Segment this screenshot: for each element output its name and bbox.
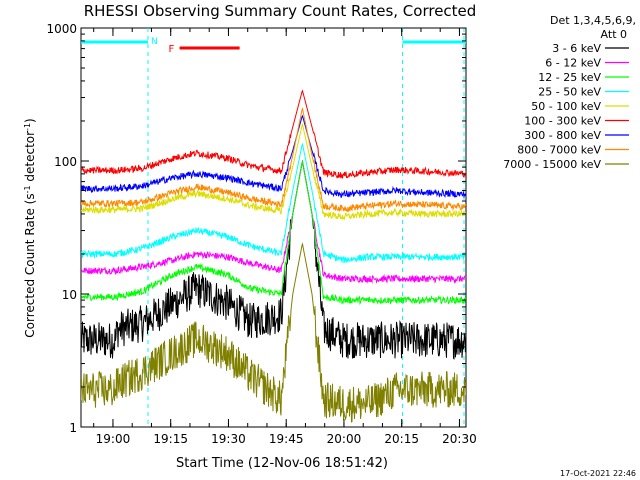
series-line-7 (81, 106, 466, 213)
chart-title: RHESSI Observing Summary Count Rates, Co… (84, 2, 477, 20)
series-line-3 (81, 142, 466, 264)
legend-header-line-1: Det 1,3,4,5,6,9, (550, 14, 636, 27)
series-line-5 (81, 89, 466, 179)
y-tick-label: 1000 (46, 22, 77, 36)
legend-label-4: 50 - 100 keV (531, 100, 601, 113)
x-tick-label: 19:00 (96, 432, 131, 446)
x-tick-label: 20:30 (442, 432, 477, 446)
series-line-2 (81, 159, 466, 306)
footer-date: 17-Oct-2021 22:46 (560, 469, 636, 478)
y-tick-label: 100 (54, 155, 77, 169)
y-axis-label-sup-2: -1 (23, 123, 32, 131)
y-axis: 1 10 100 1000 (46, 22, 466, 435)
legend-label-1: 6 - 12 keV (545, 57, 601, 70)
x-axis-label: Start Time (12-Nov-06 18:51:42) (176, 456, 388, 471)
x-tick-label: 20:00 (327, 432, 362, 446)
y-axis-label-sup-1: -1 (23, 185, 32, 193)
plot-area: NF (81, 28, 466, 427)
legend: Det 1,3,4,5,6,9, Att 0 3 - 6 keV 6 - 12 k… (503, 14, 636, 171)
legend-label-5: 100 - 300 keV (524, 115, 601, 128)
y-tick-label: 10 (62, 288, 77, 302)
series-line-4 (81, 122, 466, 221)
x-tick-label: 19:15 (153, 432, 188, 446)
legend-label-3: 25 - 50 keV (538, 86, 601, 99)
flare-flag-label: F (169, 44, 175, 55)
y-tick-label: 1 (69, 421, 77, 435)
x-tick-label: 20:15 (384, 432, 419, 446)
legend-header-line-2: Att 0 (601, 28, 627, 41)
y-axis-label: Corrected Count Rate (s-1 detector-1) (23, 118, 38, 337)
y-axis-label-part-2: detector (23, 131, 37, 186)
series-line-0 (81, 159, 466, 360)
dashed-marker-layer (147, 28, 465, 427)
series-layer (81, 89, 466, 423)
legend-label-2: 12 - 25 keV (538, 71, 601, 84)
legend-label-0: 3 - 6 keV (552, 42, 601, 55)
legend-label-7: 800 - 7000 keV (517, 144, 601, 157)
x-tick-label: 19:30 (211, 432, 246, 446)
x-axis: 19:00 19:15 19:30 19:45 20:00 20:15 20:30 (93, 28, 477, 446)
y-axis-label-part-3: ) (23, 118, 37, 123)
attenuator-bar-label: N (151, 37, 158, 47)
legend-label-8: 7000 - 15000 keV (503, 158, 601, 171)
state-bar-layer: NF (81, 37, 466, 55)
series-line-8 (81, 242, 466, 423)
legend-label-6: 300 - 800 keV (524, 129, 601, 142)
x-tick-label: 19:45 (269, 432, 304, 446)
y-axis-label-part-1: Corrected Count Rate (s (23, 193, 37, 337)
series-line-6 (81, 114, 466, 198)
plot-frame (80, 27, 467, 428)
series-line-1 (81, 159, 466, 285)
